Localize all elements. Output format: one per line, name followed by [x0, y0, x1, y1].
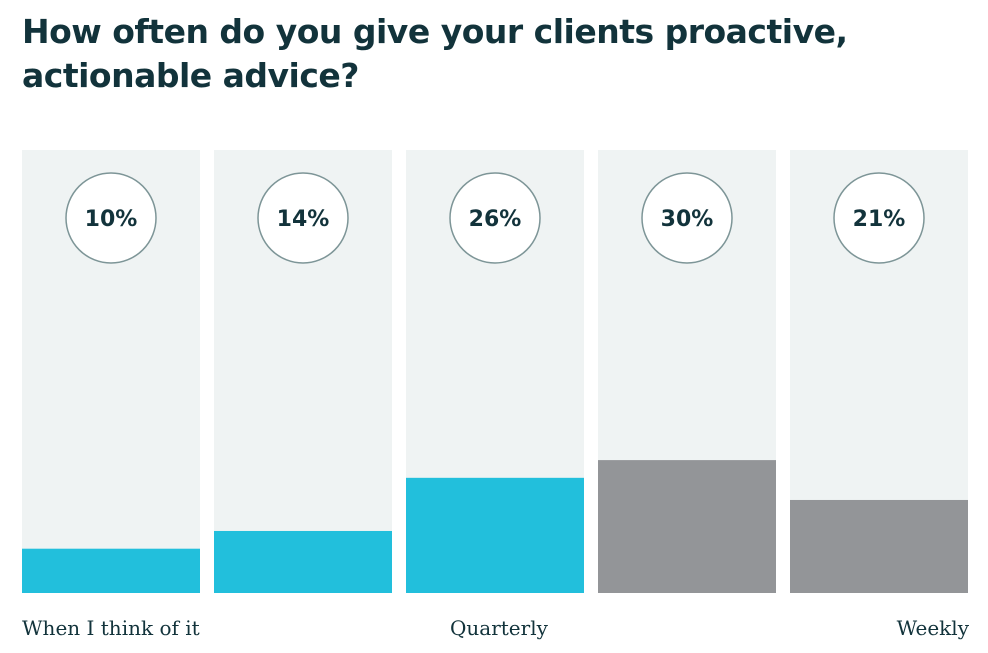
x-axis-label-left: When I think of it [22, 616, 200, 640]
bar [22, 548, 200, 593]
bar [406, 477, 584, 593]
value-label-circle [641, 172, 733, 264]
value-label-circle [833, 172, 925, 264]
data-label: 10% [85, 207, 138, 232]
bar [790, 499, 968, 593]
bar [598, 460, 776, 593]
value-label-circle [449, 172, 541, 264]
value-label-circle [257, 172, 349, 264]
data-label: 21% [853, 207, 906, 232]
x-axis-label-right: Weekly [896, 616, 969, 640]
bar [214, 530, 392, 593]
value-label-circle [65, 172, 157, 264]
data-label: 26% [469, 207, 522, 232]
data-label: 14% [277, 207, 330, 232]
data-label: 30% [661, 207, 714, 232]
chart-title: How often do you give your clients proac… [22, 12, 848, 95]
x-axis-label-middle: Quarterly [450, 616, 548, 640]
